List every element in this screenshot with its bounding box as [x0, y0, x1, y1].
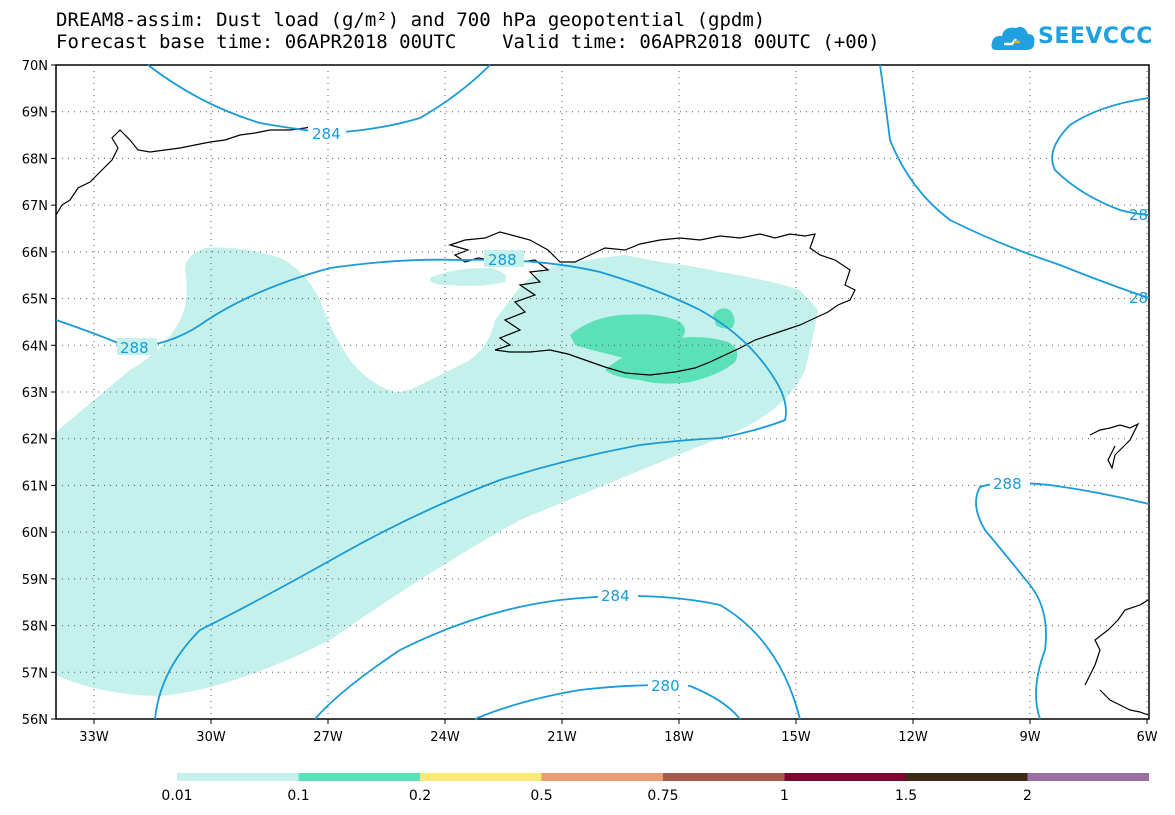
- geopotential-contours: [55, 64, 1150, 720]
- contour-label: 284: [601, 587, 630, 605]
- contour-280: [474, 684, 741, 720]
- contour-label: 288: [993, 475, 1022, 493]
- longitude-label: 30W: [196, 730, 226, 745]
- colorbar-swatch: [541, 773, 663, 781]
- longitude-label: 9W: [1019, 730, 1040, 745]
- colorbar-swatch: [663, 773, 785, 781]
- colorbar-label: 1.5: [895, 788, 917, 804]
- latitude-label: 60N: [22, 526, 48, 541]
- faroe-islands: [1089, 422, 1140, 470]
- latitude-label: 56N: [22, 713, 48, 728]
- latitude-label: 70N: [22, 59, 48, 74]
- longitude-label: 21W: [547, 730, 577, 745]
- contour-label: 28: [1129, 289, 1148, 307]
- contour-label: 280: [651, 677, 680, 695]
- forecast-time-line: Forecast base time: 06APR2018 00UTC Vali…: [56, 31, 880, 53]
- latitude-label: 57N: [22, 666, 48, 681]
- gridlines: [56, 65, 1149, 719]
- contour-284-south: [314, 595, 801, 720]
- greenland-coast: [55, 124, 321, 216]
- contour-east-closed: [1051, 97, 1150, 216]
- scotland-coast: [1084, 599, 1149, 716]
- longitude-label: 6W: [1136, 730, 1157, 745]
- seevccc-logo: SEEVCCC: [1038, 24, 1153, 49]
- latitude-label: 65N: [22, 293, 48, 308]
- colorbar-swatch: [177, 773, 299, 781]
- coastlines: [55, 124, 1149, 716]
- longitude-label: 15W: [781, 730, 811, 745]
- contour-label: 284: [312, 125, 341, 143]
- colorbar-label: 2: [1023, 788, 1032, 804]
- longitude-label: 27W: [313, 730, 343, 745]
- colorbar-label: 0.75: [647, 788, 678, 804]
- contour-labels: 284 288 288 288 284 280 28 28: [117, 124, 1148, 695]
- colorbar: 0.01 0.1 0.2 0.5 0.75 1 1.5 2: [161, 773, 1149, 804]
- latitude-label: 69N: [22, 106, 48, 121]
- contour-288-east: [975, 482, 1150, 720]
- latitude-label: 62N: [22, 433, 48, 448]
- colorbar-label: 0.5: [530, 788, 552, 804]
- longitude-labels: 33W 30W 27W 24W 21W 18W 15W 12W 9W 6W: [79, 719, 1158, 745]
- cloud-icon: [991, 26, 1035, 50]
- latitude-label: 61N: [22, 479, 48, 494]
- latitude-label: 64N: [22, 339, 48, 354]
- contour-label: 28: [1129, 206, 1148, 224]
- dust-area-mid: [570, 308, 738, 384]
- contour-288-main: [55, 258, 787, 720]
- colorbar-label: 0.1: [287, 788, 309, 804]
- longitude-label: 33W: [79, 730, 109, 745]
- contour-label: 288: [120, 339, 149, 357]
- latitude-label: 67N: [22, 199, 48, 214]
- colorbar-swatch: [784, 773, 906, 781]
- colorbar-swatch: [906, 773, 1028, 781]
- iceland-coast: [447, 231, 856, 376]
- longitude-label: 18W: [664, 730, 694, 745]
- longitude-label: 12W: [898, 730, 928, 745]
- contour-284-north: [147, 64, 491, 134]
- latitude-label: 63N: [22, 386, 48, 401]
- contour-label: 288: [488, 251, 517, 269]
- map-title: DREAM8-assim: Dust load (g/m²) and 700 h…: [56, 9, 766, 31]
- longitude-label: 24W: [430, 730, 460, 745]
- colorbar-swatch: [1027, 773, 1149, 781]
- latitude-label: 59N: [22, 573, 48, 588]
- colorbar-swatch: [298, 773, 420, 781]
- dust-area-low: [56, 247, 818, 696]
- latitude-label: 58N: [22, 620, 48, 635]
- colorbar-swatch: [420, 773, 542, 781]
- colorbar-label: 0.2: [409, 788, 431, 804]
- colorbar-label: 0.01: [161, 788, 192, 804]
- colorbar-label: 1: [780, 788, 789, 804]
- contour-east-upper: [879, 64, 1150, 299]
- latitude-label: 68N: [22, 152, 48, 167]
- latitude-labels: 70N 69N 68N 67N 66N 65N 64N 63N 62N 61N 60N 59N 58N 5…: [22, 59, 56, 728]
- latitude-label: 66N: [22, 246, 48, 261]
